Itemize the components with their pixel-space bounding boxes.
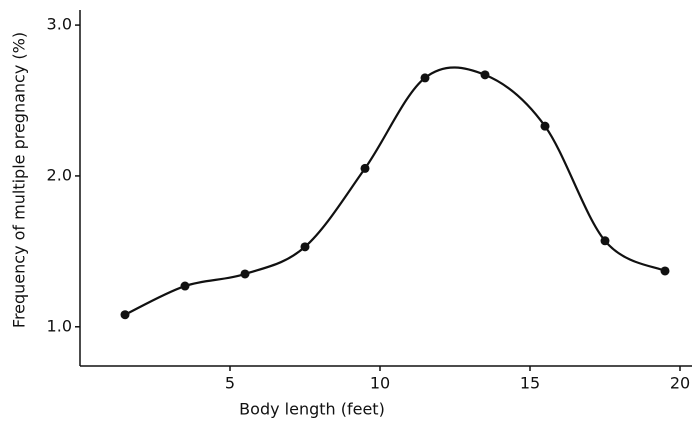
line xyxy=(124,66,666,316)
x-axis-label: Body length (feet) xyxy=(239,400,385,419)
y-axis-label: Frequency of multiple pregnancy (%) xyxy=(10,32,29,328)
point xyxy=(600,236,610,246)
point xyxy=(120,310,130,320)
x-tick-label: 20 xyxy=(670,374,690,393)
x-tick-label: 10 xyxy=(370,374,390,393)
point xyxy=(240,269,250,279)
point xyxy=(180,281,190,291)
y-tick-label: 3.0 xyxy=(47,15,72,34)
y-tick-label: 1.0 xyxy=(47,316,72,335)
x-tick-label: 15 xyxy=(520,374,540,393)
point xyxy=(420,73,430,83)
point xyxy=(480,70,490,80)
x-tick-label: 5 xyxy=(225,374,235,393)
point xyxy=(300,242,310,252)
point xyxy=(660,266,670,276)
y-tick-label: 2.0 xyxy=(47,165,72,184)
point xyxy=(540,121,550,131)
point xyxy=(360,163,370,173)
